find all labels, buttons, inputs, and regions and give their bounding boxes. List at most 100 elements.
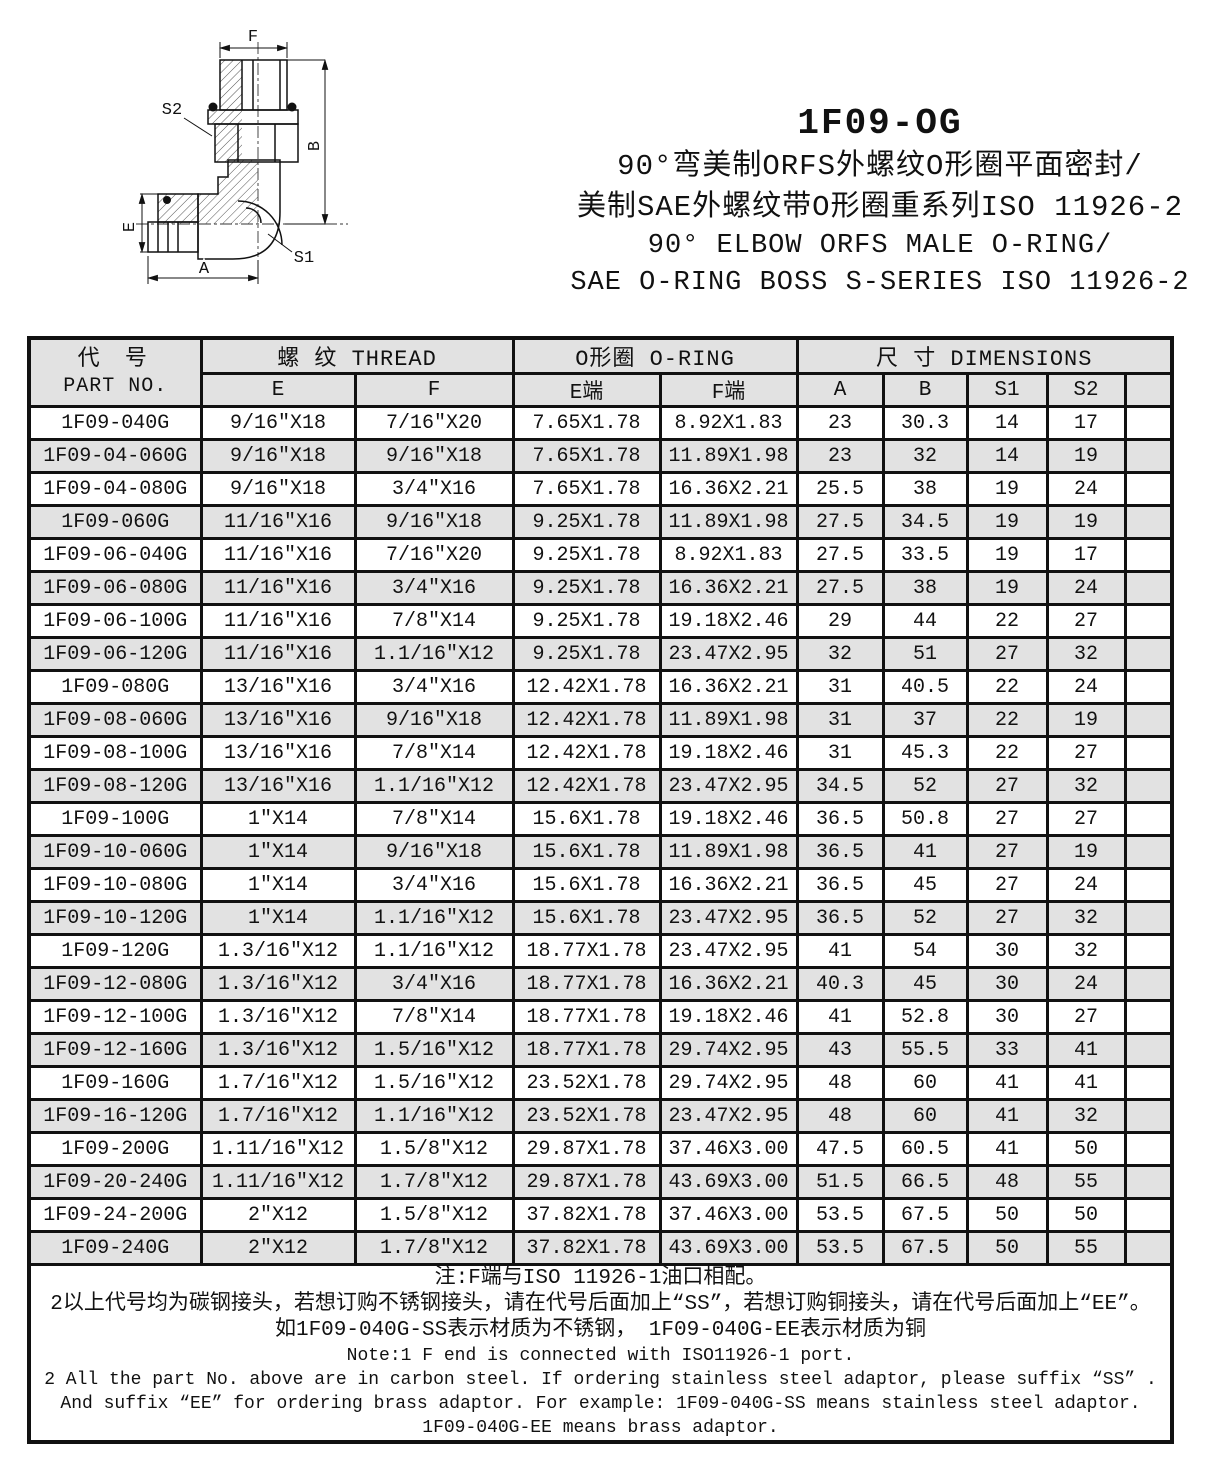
note-line-en-2: 2 All the part No. above are in carbon s… [44, 1370, 1157, 1390]
table-row: 1F09-040G 9/16″X18 7/16″X20 7.65X1.78 8.92X1… [27, 405, 1174, 441]
table-row: 1F09-20-240G 1.11/16″X12 1.7/8″X12 29.87X1.… [27, 1164, 1174, 1200]
table-cell: 1.5/16″X12 [353, 1032, 515, 1068]
table-cell: 13/16″X16 [199, 735, 357, 771]
table-cell: 1F09-08-100G [27, 735, 203, 771]
dim-label-e: E [121, 222, 140, 232]
table-cell: 1.3/16″X12 [199, 933, 357, 969]
table-cell: 29.87X1.78 [511, 1131, 662, 1167]
table-cell: 1″X14 [199, 801, 357, 837]
table-cell: 24 [1045, 867, 1127, 903]
table-cell: 12.42X1.78 [511, 702, 662, 738]
table-cell: 15.6X1.78 [511, 900, 662, 936]
table-cell: 38 [881, 471, 969, 507]
table-cell [1123, 1098, 1174, 1134]
table-cell: 13/16″X16 [199, 768, 357, 804]
table-cell: 16.36X2.21 [658, 966, 799, 1002]
table-cell: 34.5 [881, 504, 969, 540]
table-cell: 22 [965, 702, 1049, 738]
header-part-no-zh: 代 号 [77, 346, 153, 372]
table-cell: 1.7/16″X12 [199, 1098, 357, 1134]
table-cell: 19 [965, 504, 1049, 540]
table-cell: 41 [795, 999, 885, 1035]
subheader-blank [1123, 372, 1174, 408]
table-cell: 27 [965, 801, 1049, 837]
table-cell [1123, 504, 1174, 540]
page-title: 1F09-OG [797, 103, 963, 144]
table-cell: 1F09-08-120G [27, 768, 203, 804]
table-cell: 23.47X2.95 [658, 768, 799, 804]
table-cell: 55 [1045, 1164, 1127, 1200]
table-cell: 50 [965, 1197, 1049, 1233]
table-row: 1F09-16-120G 1.7/16″X12 1.1/16″X12 23.52X1.… [27, 1098, 1174, 1134]
subtitle-en-1: 90° ELBOW ORFS MALE O-RING/ [647, 231, 1113, 261]
table-cell: 14 [965, 405, 1049, 441]
table-row: 1F09-060G 11/16″X16 9/16″X18 9.25X1.78 11.89… [27, 504, 1174, 540]
table-cell: 31 [795, 702, 885, 738]
table-row: 1F09-200G 1.11/16″X12 1.5/8″X12 29.87X1.78 3… [27, 1131, 1174, 1167]
notes-block: 注:F端与ISO 11926-1油口相配。 2以上代号均为碳钢接头，若想订购不锈… [27, 1263, 1174, 1444]
table-cell: 33 [965, 1032, 1049, 1068]
table-cell: 11.89X1.98 [658, 702, 799, 738]
table-cell: 7/8″X14 [353, 603, 515, 639]
parts-table-body: 1F09-040G 9/16″X18 7/16″X20 7.65X1.78 8.92X1… [27, 405, 1174, 1266]
table-cell [1123, 537, 1174, 573]
table-row: 1F09-06-120G 11/16″X16 1.1/16″X12 9.25X1.78… [27, 636, 1174, 672]
table-cell: 1.7/8″X12 [353, 1164, 515, 1200]
table-cell: 55 [1045, 1230, 1127, 1266]
table-cell: 19.18X2.46 [658, 735, 799, 771]
table-cell: 16.36X2.21 [658, 570, 799, 606]
table-cell: 32 [1045, 900, 1127, 936]
table-cell: 60 [881, 1065, 969, 1101]
table-cell: 22 [965, 603, 1049, 639]
table-cell: 15.6X1.78 [511, 801, 662, 837]
table-row: 1F09-12-080G 1.3/16″X12 3/4″X16 18.77X1.78 1… [27, 966, 1174, 1002]
table-cell [1123, 570, 1174, 606]
table-cell: 43 [795, 1032, 885, 1068]
table-row: 1F09-24-200G 2″X12 1.5/8″X12 37.82X1.78 37.4… [27, 1197, 1174, 1233]
table-cell: 32 [1045, 1098, 1127, 1134]
table-cell: 1.3/16″X12 [199, 999, 357, 1035]
table-row: 1F09-08-120G 13/16″X16 1.1/16″X12 12.42X1.7… [27, 768, 1174, 804]
table-cell: 3/4″X16 [353, 966, 515, 1002]
table-cell [1123, 702, 1174, 738]
table-cell: 60.5 [881, 1131, 969, 1167]
table-cell: 27 [965, 867, 1049, 903]
table-cell: 1F09-160G [27, 1065, 203, 1101]
table-cell: 27 [1045, 735, 1127, 771]
table-cell: 24 [1045, 669, 1127, 705]
table-cell [1123, 438, 1174, 474]
subheader-e-end: E端 [511, 372, 662, 408]
table-cell: 22 [965, 735, 1049, 771]
table-cell: 50 [1045, 1197, 1127, 1233]
table-cell: 1″X14 [199, 867, 357, 903]
table-cell: 32 [795, 636, 885, 672]
table-cell: 41 [1045, 1032, 1127, 1068]
table-cell: 27.5 [795, 570, 885, 606]
table-cell: 23.47X2.95 [658, 636, 799, 672]
table-cell: 1F09-10-080G [27, 867, 203, 903]
table-cell: 41 [881, 834, 969, 870]
table-cell: 37.46X3.00 [658, 1197, 799, 1233]
table-cell: 44 [881, 603, 969, 639]
table-cell: 19.18X2.46 [658, 603, 799, 639]
table-cell: 24 [1045, 471, 1127, 507]
table-cell [1123, 1197, 1174, 1233]
table-cell: 13/16″X16 [199, 669, 357, 705]
table-cell: 9.25X1.78 [511, 570, 662, 606]
table-cell: 43.69X3.00 [658, 1164, 799, 1200]
table-cell: 34.5 [795, 768, 885, 804]
dim-label-s2: S2 [162, 101, 182, 120]
table-cell: 24 [1045, 966, 1127, 1002]
table-cell: 37.82X1.78 [511, 1197, 662, 1233]
subheader-f-end: F端 [658, 372, 799, 408]
table-row: 1F09-160G 1.7/16″X12 1.5/16″X12 23.52X1.78 2… [27, 1065, 1174, 1101]
table-cell [1123, 669, 1174, 705]
table-cell: 12.42X1.78 [511, 768, 662, 804]
table-cell: 11.89X1.98 [658, 504, 799, 540]
table-cell: 16.36X2.21 [658, 669, 799, 705]
table-row: 1F09-08-100G 13/16″X16 7/8″X14 12.42X1.78 19… [27, 735, 1174, 771]
subheader-b: B [881, 372, 969, 408]
table-cell: 11/16″X16 [199, 636, 357, 672]
table-cell: 1.1/16″X12 [353, 768, 515, 804]
table-cell: 1F09-20-240G [27, 1164, 203, 1200]
